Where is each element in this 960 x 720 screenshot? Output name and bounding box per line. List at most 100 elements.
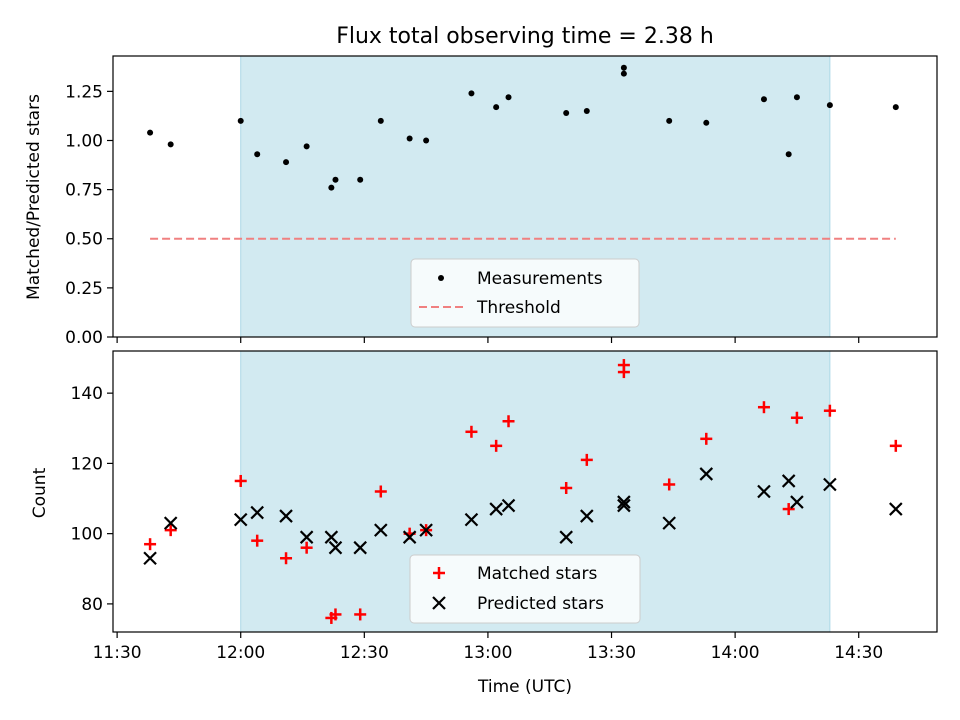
x-tick-label: 12:30 <box>340 643 389 663</box>
bottom-panel: 80 100 120 140 11:30 12:00 12:30 13:00 13:30 14:… <box>30 350 938 663</box>
top-y-tick-label: 0.50 <box>65 230 103 250</box>
x-axis-label: Time (UTC) <box>477 677 572 697</box>
predicted-star-point <box>757 484 771 499</box>
top-y-tick-label: 1.00 <box>65 131 103 151</box>
predicted-star-point <box>402 530 417 544</box>
measurement-point <box>666 117 673 124</box>
top-y-tick-label: 0.00 <box>65 328 103 348</box>
measurement-point <box>785 151 792 158</box>
top-panel: 0.00 0.25 0.50 0.75 1.00 1.25 Matched/Predict… <box>24 55 938 348</box>
predicted-star-point <box>781 474 796 488</box>
top-y-ticks: 0.00 0.25 0.50 0.75 1.00 1.25 <box>65 82 113 348</box>
matched-star-point <box>889 439 902 452</box>
bottom-y-tick-label: 80 <box>81 595 103 615</box>
predicted-star-point <box>823 477 837 492</box>
x-tick-label: 11:30 <box>93 643 142 663</box>
matched-star-point <box>617 359 630 372</box>
matched-star-point <box>280 552 293 565</box>
measurement-point <box>793 94 800 101</box>
predicted-star-point <box>233 512 248 527</box>
matched-star-point <box>374 485 387 498</box>
x-tick-label: 13:00 <box>463 643 512 663</box>
matched-star-point <box>251 534 264 547</box>
predicted-star-point <box>353 540 367 555</box>
predicted-star-point <box>889 502 903 516</box>
bottom-y-tick-label: 140 <box>71 384 103 404</box>
bottom-points <box>143 359 903 624</box>
top-legend-box <box>410 258 640 328</box>
x-tick-label: 14:00 <box>711 643 760 663</box>
measurement-point <box>328 184 335 191</box>
legend-measurements-marker <box>438 275 444 281</box>
measurement-point <box>423 137 430 144</box>
bottom-legend: Matched stars Predicted stars <box>409 554 641 624</box>
x-tick-label: 12:00 <box>216 643 265 663</box>
matched-star-point <box>580 453 593 466</box>
bottom-y-axis-label: Count <box>30 467 50 518</box>
top-y-axis-label: Matched/Predicted stars <box>24 94 44 300</box>
measurement-point <box>377 117 384 124</box>
predicted-star-point <box>790 495 804 509</box>
measurement-point <box>703 119 710 126</box>
bottom-y-ticks: 80 100 120 140 <box>71 384 113 615</box>
matched-star-point <box>164 524 177 537</box>
matched-star-point <box>329 608 342 621</box>
predicted-star-point <box>163 516 178 530</box>
predicted-star-point <box>580 509 594 523</box>
x-tick-label: 13:30 <box>587 643 636 663</box>
measurement-point <box>493 104 500 111</box>
predicted-star-point <box>299 530 314 544</box>
top-y-tick-label: 1.25 <box>65 82 103 102</box>
matched-star-point <box>790 411 803 424</box>
bottom-axes-frame <box>112 350 938 633</box>
legend-predicted-label: Predicted stars <box>477 594 604 614</box>
measurement-point <box>826 102 833 109</box>
matched-star-point <box>354 608 367 621</box>
measurement-point <box>563 109 570 116</box>
measurement-point <box>283 159 290 166</box>
matched-star-point <box>663 478 676 491</box>
matched-star-point <box>823 404 836 417</box>
measurement-point <box>147 129 154 136</box>
measurement-point <box>254 151 261 158</box>
measurement-point <box>505 94 512 101</box>
top-y-tick-label: 0.75 <box>65 181 103 201</box>
measurement-point <box>406 135 413 142</box>
predicted-star-point <box>324 530 339 544</box>
top-y-tick-label: 0.25 <box>65 279 103 299</box>
top-axes-frame <box>112 55 938 338</box>
matched-star-point <box>144 538 157 551</box>
matched-star-point <box>700 432 713 445</box>
predicted-star-point <box>143 551 157 566</box>
predicted-star-point <box>699 467 714 481</box>
predicted-star-point <box>617 495 631 509</box>
top-legend: Measurements Threshold <box>410 258 640 328</box>
top-x-ticks <box>116 337 860 343</box>
bottom-y-tick-label: 100 <box>71 525 103 545</box>
measurement-point <box>620 70 627 77</box>
legend-matched-marker <box>433 567 445 579</box>
legend-predicted-marker <box>432 596 446 610</box>
predicted-star-point <box>279 509 293 523</box>
measurement-point <box>620 64 627 71</box>
measurement-point <box>892 104 899 111</box>
matched-star-point <box>757 401 770 414</box>
bottom-x-ticks: 11:30 12:00 12:30 13:00 13:30 14:00 14:30 <box>93 632 883 663</box>
matched-star-point <box>465 425 478 438</box>
predicted-star-point <box>419 523 433 537</box>
measurement-point <box>167 141 174 148</box>
predicted-star-point <box>374 523 388 537</box>
predicted-star-point <box>328 540 343 555</box>
measurement-point <box>583 108 590 115</box>
matched-star-point <box>234 474 247 487</box>
legend-matched-label: Matched stars <box>477 564 597 584</box>
measurement-point <box>303 143 310 150</box>
measurement-point <box>468 90 475 97</box>
top-points <box>147 64 899 191</box>
bottom-legend-box <box>409 554 641 624</box>
matched-star-point <box>502 415 515 428</box>
matched-star-point <box>490 439 503 452</box>
measurement-point <box>760 96 767 103</box>
measurement-point <box>237 117 244 124</box>
